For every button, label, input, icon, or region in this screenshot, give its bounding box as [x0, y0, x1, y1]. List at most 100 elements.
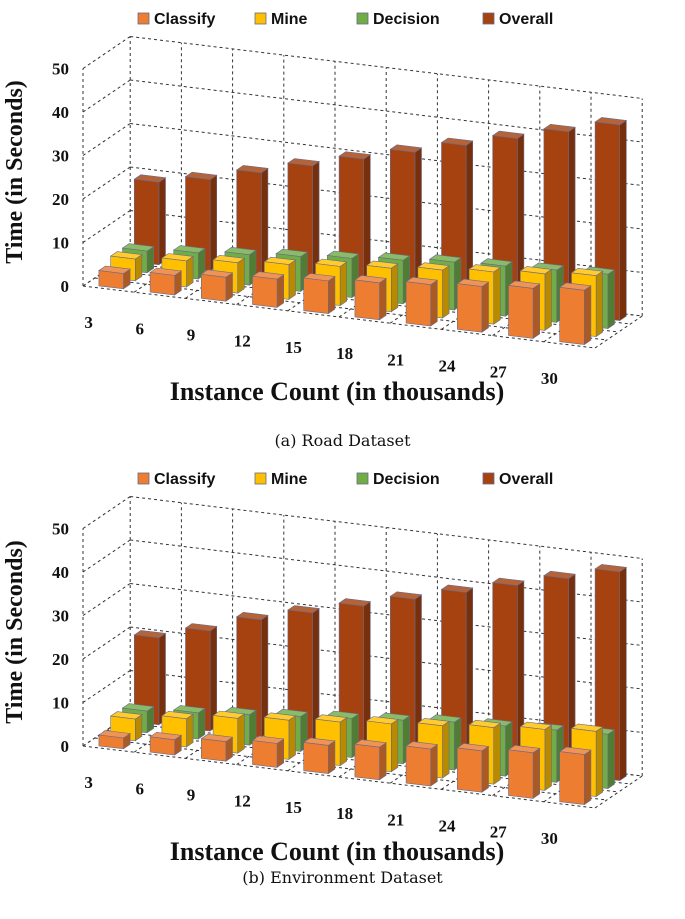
c1-bar-overall-3 — [133, 630, 167, 726]
c1-bar-classify-6 — [149, 731, 183, 756]
c0-y-tick-label: 0 — [61, 277, 70, 296]
c0-y-tick-label: 30 — [52, 147, 69, 166]
c1-y-tick-label: 10 — [52, 694, 69, 713]
chart-caption-environment: (b) Environment Dataset — [242, 868, 443, 887]
c0-legend-label-overall: Overall — [499, 11, 553, 28]
c1-y-axis-title: Time (in Seconds) — [2, 540, 28, 724]
c1-bar-classify-15 — [302, 737, 336, 775]
c0-y-tick-label: 10 — [52, 234, 69, 253]
c1-legend-swatch-overall — [482, 472, 495, 485]
c1-bar-classify-27 — [507, 744, 541, 799]
c0-bar-classify-27 — [507, 280, 541, 339]
c0-x-tick-label: 18 — [336, 344, 353, 363]
c1-bar-classify-12 — [251, 735, 285, 768]
c1-gridline-side — [82, 670, 131, 703]
c0-bar-classify-15 — [302, 273, 336, 315]
c1-legend: Classify Mine Decision Overall — [137, 471, 553, 488]
c1-x-tick-label: 6 — [136, 779, 145, 798]
c0-gridline-side — [82, 79, 131, 113]
c0-x-tick-label: 9 — [187, 326, 196, 345]
c0-legend-label-mine: Mine — [271, 11, 308, 28]
c0-x-tick-label: 12 — [234, 332, 251, 351]
c0-bar-classify-30 — [558, 282, 592, 346]
c0-bar-classify-24 — [456, 278, 490, 333]
c0-legend-label-classify: Classify — [154, 11, 215, 28]
c1-x-tick-label: 15 — [285, 798, 302, 817]
c0-legend-label-decision: Decision — [373, 11, 440, 28]
c0-gridline-back — [130, 79, 643, 143]
c0-legend-swatch-overall — [482, 12, 495, 25]
c0-gridline-floor — [82, 285, 596, 349]
chart-caption-road: (a) Road Dataset — [274, 431, 411, 450]
c1-y-tick-label: 20 — [52, 650, 69, 669]
c0-gridline-back — [130, 123, 643, 186]
c0-legend-swatch-mine — [254, 12, 267, 25]
c1-gridline-side — [82, 583, 131, 616]
c0-bar-classify-12 — [251, 271, 285, 308]
c1-x-tick-label: 9 — [187, 786, 196, 805]
c0-x-tick-label: 6 — [136, 319, 145, 338]
c1-bar-classify-24 — [456, 743, 490, 793]
c1-bars — [98, 564, 628, 806]
c1-bar-classify-9 — [200, 733, 234, 762]
c1-legend-label-decision: Decision — [373, 471, 440, 488]
c0-y-tick-label: 20 — [52, 190, 69, 209]
c0-legend: Classify Mine Decision Overall — [137, 11, 553, 28]
c0-bar-classify-3 — [98, 265, 131, 290]
c1-legend-label-overall: Overall — [499, 471, 553, 488]
c0-bar-classify-6 — [149, 267, 183, 296]
c1-bar-classify-21 — [405, 741, 439, 787]
c1-gridline-side — [82, 626, 131, 660]
c1-legend-swatch-decision — [356, 472, 369, 485]
chart-panel-road: 0 10 20 30 40 50 3 6 9 12 15 18 21 24 27 30 Time (in Sec… — [0, 0, 685, 459]
c1-gridline-floor — [82, 745, 596, 809]
c0-y-tick-label: 50 — [52, 60, 69, 79]
c0-x-tick-label: 27 — [490, 363, 508, 382]
c1-legend-label-classify: Classify — [154, 471, 215, 488]
c1-x-tick-label: 21 — [387, 810, 404, 829]
c0-legend-swatch-decision — [356, 12, 369, 25]
c0-bars — [98, 117, 628, 346]
c1-x-tick-label: 18 — [336, 804, 353, 823]
c0-x-tick-label: 3 — [84, 313, 93, 332]
c0-legend-swatch-classify — [137, 12, 150, 25]
c1-gridline-back — [130, 583, 643, 646]
c1-y-tick-label: 30 — [52, 607, 69, 626]
c1-y-tick-label: 40 — [52, 563, 69, 582]
c1-gridline-back — [130, 496, 643, 559]
c1-y-tick-label: 50 — [52, 520, 69, 539]
c0-gridline-back — [130, 36, 643, 99]
c0-x-tick-label: 15 — [285, 338, 302, 357]
chart-road-svg: 0 10 20 30 40 50 3 6 9 12 15 18 21 24 27 30 Time (in Sec… — [2, 11, 643, 406]
c1-x-axis-title: Instance Count (in thousands) — [170, 837, 504, 866]
c0-x-axis-title: Instance Count (in thousands) — [170, 377, 504, 406]
chart-panel-environment: 0 10 20 30 40 50 3 6 9 12 15 18 21 24 27 30 Time (in Sec… — [0, 460, 685, 919]
c1-x-tick-label: 24 — [439, 817, 457, 836]
c0-gridline-side — [82, 123, 131, 156]
c0-y-axis-title: Time (in Seconds) — [2, 80, 28, 264]
c0-x-tick-label: 24 — [439, 357, 457, 376]
c0-x-tick-label: 30 — [541, 369, 558, 388]
c1-bar-classify-18 — [354, 739, 387, 781]
c0-bar-classify-18 — [354, 275, 387, 321]
c1-gridline-side — [82, 539, 131, 573]
c0-bar-classify-21 — [405, 276, 439, 327]
c0-bar-classify-9 — [200, 269, 234, 302]
c1-legend-label-mine: Mine — [271, 471, 308, 488]
c0-gridline-side — [82, 36, 131, 69]
c0-gridline-side — [82, 166, 131, 200]
c0-y-tick-label: 40 — [52, 103, 69, 122]
c1-x-tick-label: 3 — [84, 773, 93, 792]
c0-gridline-side — [82, 210, 131, 243]
c1-y-tick-label: 0 — [61, 737, 70, 756]
c1-x-tick-label: 27 — [490, 823, 508, 842]
c1-gridline-back — [130, 539, 643, 603]
c1-x-tick-label: 12 — [234, 792, 251, 811]
c0-x-tick-label: 21 — [387, 350, 404, 369]
c1-bar-classify-30 — [558, 746, 592, 806]
c1-legend-swatch-mine — [254, 472, 267, 485]
c1-legend-swatch-classify — [137, 472, 150, 485]
c1-gridline-side — [82, 496, 131, 529]
c1-bar-classify-3 — [98, 730, 131, 750]
chart-environment-svg: 0 10 20 30 40 50 3 6 9 12 15 18 21 24 27 30 Time (in Sec… — [2, 471, 643, 866]
